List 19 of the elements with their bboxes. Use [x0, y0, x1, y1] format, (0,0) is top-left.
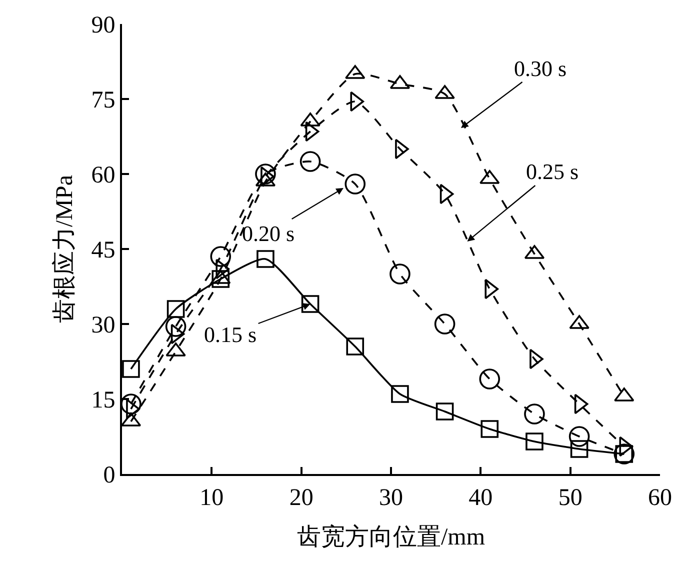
x-tick-label: 30 [379, 484, 403, 511]
y-tick-label: 60 [91, 162, 116, 188]
annotation: 0.20 s [242, 221, 295, 246]
x-tick-label: 20 [289, 484, 314, 511]
y-tick-label: 15 [91, 387, 116, 414]
y-tick-label: 45 [91, 237, 116, 264]
annotation: 0.30 s [514, 56, 567, 81]
annotation: 0.15 s [204, 322, 257, 347]
y-tick-label: 30 [91, 312, 116, 338]
y-tick-label: 90 [91, 12, 116, 38]
y-tick-label: 75 [91, 87, 116, 114]
x-tick-label: 50 [558, 484, 582, 511]
y-axis-title: 齿根应力/MPa [50, 174, 78, 324]
annotation: 0.25 s [526, 159, 579, 184]
x-tick-label: 10 [200, 484, 224, 511]
x-tick-label: 40 [468, 484, 493, 511]
x-axis-title: 齿宽方向位置/mm [296, 524, 486, 551]
y-tick-label: 0 [103, 462, 116, 488]
x-tick-label: 60 [648, 484, 672, 511]
